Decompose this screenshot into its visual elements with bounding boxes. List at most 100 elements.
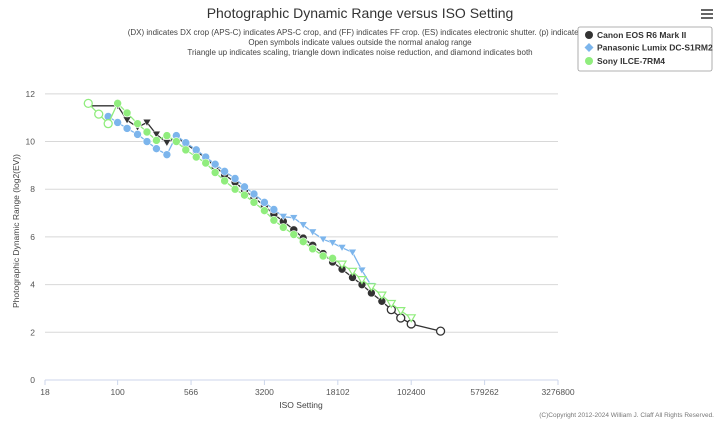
series-line: [87, 102, 412, 319]
data-point: [113, 118, 122, 127]
data-point: [122, 108, 132, 118]
y-tick-label: 4: [30, 280, 35, 290]
data-point: [201, 158, 211, 168]
data-point: [386, 299, 397, 309]
data-point: [395, 307, 406, 316]
data-point: [269, 215, 279, 225]
x-tick-label: 579262: [470, 387, 499, 397]
data-point: [210, 159, 220, 169]
y-tick-label: 2: [30, 327, 35, 337]
y-axis: 0 2 4 6 8 10 12: [26, 89, 36, 385]
legend-label-canon: Canon EOS R6 Mark II: [597, 30, 686, 40]
data-point: [298, 221, 308, 230]
x-tick-label: 3200: [255, 387, 274, 397]
x-tick-label: 102400: [397, 387, 426, 397]
legend-marker-sony: [585, 57, 593, 65]
data-point: [308, 244, 317, 254]
legend-label-sony: Sony ILCE-7RM4: [597, 56, 665, 66]
series-2: [83, 98, 417, 323]
data-point: [260, 206, 269, 215]
data-point: [289, 230, 299, 239]
legend-marker-canon: [585, 31, 593, 39]
series-1: [103, 112, 376, 290]
data-point: [220, 176, 229, 186]
chart-subtitle-line-1: (DX) indicates DX crop (APS-C) indicates…: [128, 28, 593, 37]
legend-item-canon[interactable]: Canon EOS R6 Mark II: [585, 30, 686, 40]
x-tick-label: 18: [40, 387, 50, 397]
data-point: [328, 239, 338, 247]
data-point: [162, 131, 172, 140]
data-point: [278, 213, 288, 221]
data-point: [152, 136, 161, 145]
x-tick-label: 566: [184, 387, 198, 397]
data-point: [133, 119, 142, 128]
legend-item-sony[interactable]: Sony ILCE-7RM4: [585, 56, 665, 66]
data-point: [162, 139, 172, 147]
legend: Canon EOS R6 Mark II Panasonic Lumix DC-…: [577, 26, 713, 72]
data-point: [337, 244, 347, 252]
data-point: [356, 276, 367, 285]
data-point: [94, 109, 104, 119]
data-point: [162, 150, 172, 159]
data-point: [318, 251, 328, 261]
data-point: [308, 228, 318, 237]
data-point: [298, 237, 308, 246]
data-point: [103, 119, 113, 129]
legend-marker-panasonic: [584, 43, 594, 52]
x-axis: 18 100 566 3200 18102 102400 579262 3276800: [40, 379, 575, 397]
x-tick-label: 18102: [326, 387, 350, 397]
plot-area: [83, 98, 446, 336]
data-point: [289, 214, 299, 222]
y-tick-label: 0: [30, 375, 35, 385]
data-point: [366, 283, 377, 292]
series-line: [88, 105, 441, 332]
series-line: [107, 115, 372, 287]
y-tick-label: 8: [30, 184, 35, 194]
data-point: [336, 260, 348, 270]
legend-item-panasonic[interactable]: Panasonic Lumix DC-S1RM2: [584, 43, 713, 53]
data-point: [122, 124, 132, 133]
data-point: [113, 99, 122, 108]
chart-credits: (C)Copyright 2012-2024 William J. Claff …: [539, 412, 714, 419]
data-point: [376, 291, 387, 301]
data-point: [435, 326, 446, 336]
y-tick-label: 10: [26, 137, 36, 147]
data-point: [142, 119, 152, 127]
data-point: [347, 267, 358, 277]
data-point: [142, 127, 152, 137]
data-point: [406, 314, 417, 323]
data-point: [172, 137, 181, 146]
data-point: [181, 145, 191, 155]
x-tick-label: 3276800: [541, 387, 574, 397]
data-point: [181, 138, 191, 148]
x-tick-label: 100: [111, 387, 125, 397]
legend-label-panasonic: Panasonic Lumix DC-S1RM2: [597, 43, 713, 53]
data-point: [249, 189, 259, 199]
data-point: [220, 167, 229, 176]
data-point: [249, 198, 259, 207]
chart-subtitle-line-3: Triangle up indicates scaling, triangle …: [187, 48, 532, 57]
y-axis-title: Photographic Dynamic Range (log2(EV)): [11, 154, 21, 308]
data-point: [191, 145, 201, 155]
data-point: [191, 152, 201, 162]
y-tick-label: 6: [30, 232, 35, 242]
data-point: [83, 98, 93, 109]
data-point: [152, 130, 161, 139]
data-point: [328, 254, 337, 263]
data-point: [133, 130, 142, 139]
x-axis-title: ISO Setting: [279, 400, 323, 410]
data-point: [318, 235, 328, 244]
data-point: [152, 144, 161, 153]
y-tick-label: 12: [26, 89, 36, 99]
hamburger-menu-icon[interactable]: [699, 6, 715, 22]
data-point: [269, 205, 279, 214]
data-point: [260, 198, 269, 207]
chart-title: Photographic Dynamic Range versus ISO Se…: [207, 5, 514, 21]
data-point: [240, 182, 249, 192]
data-point: [240, 190, 249, 200]
data-point: [357, 266, 367, 275]
data-point: [142, 137, 152, 146]
chart-subtitle-line-2: Open symbols indicate values outside the…: [248, 38, 472, 47]
data-point: [230, 184, 240, 194]
